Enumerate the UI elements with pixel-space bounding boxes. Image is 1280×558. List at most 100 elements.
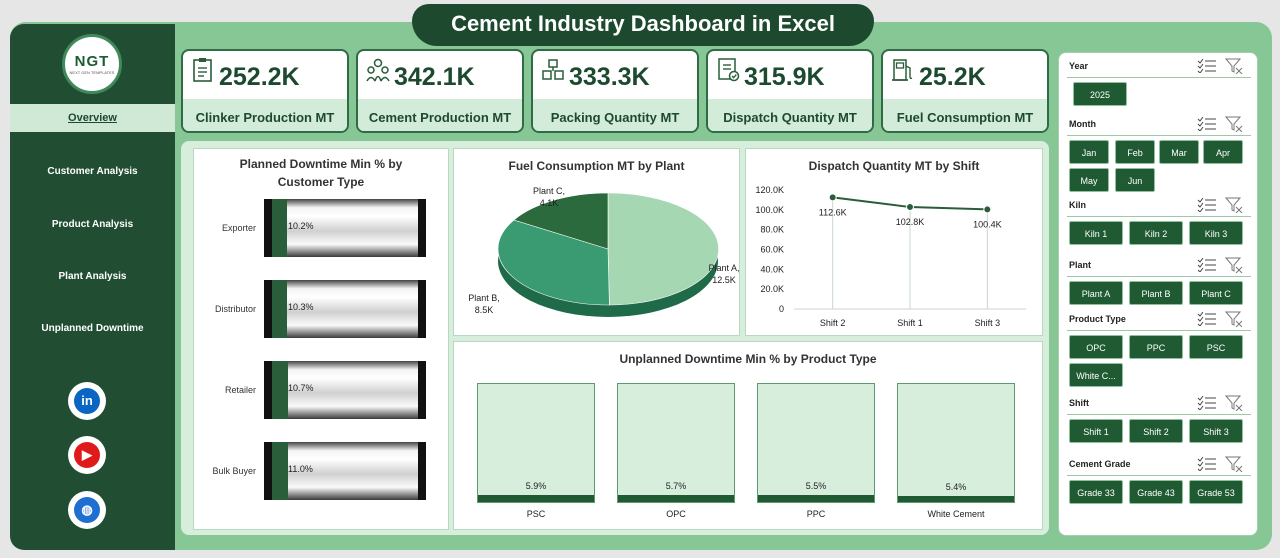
slicer-title: Kiln — [1069, 200, 1086, 210]
data-label: 112.6K — [819, 207, 847, 217]
clear-filter-icon[interactable] — [1225, 456, 1243, 472]
hbar-cap-left — [264, 361, 272, 419]
hbar-cap-right — [418, 361, 426, 419]
nav-plant-analysis[interactable]: Plant Analysis — [58, 271, 127, 282]
hbar-cap-left — [264, 280, 272, 338]
slicer-divider — [1067, 414, 1251, 415]
slicer-divider — [1067, 475, 1251, 476]
slicer-tools — [1197, 456, 1247, 472]
kpi-dispatch-quantity: 315.9K Dispatch Quantity MT — [706, 49, 874, 133]
slicer-tools — [1197, 395, 1247, 411]
chart-planned-downtime-customer: Planned Downtime Min % by Customer Type … — [193, 148, 449, 530]
pie-slice-value: 4.1K — [540, 198, 559, 208]
pie-slice-value: 12.5K — [712, 275, 736, 285]
slicer-item-may[interactable]: May — [1069, 168, 1109, 192]
slicer-item-kiln-1[interactable]: Kiln 1 — [1069, 221, 1123, 245]
pie-slice-name: Plant A, — [708, 263, 739, 273]
clear-filter-icon[interactable] — [1225, 58, 1243, 74]
youtube-button[interactable]: ▶ — [68, 436, 106, 474]
kpi-value: 252.2K — [219, 63, 300, 91]
vbar-value-label: 5.4% — [945, 481, 967, 492]
slicer-item-grade-43[interactable]: Grade 43 — [1129, 480, 1183, 504]
nav-product-analysis[interactable]: Product Analysis — [51, 219, 134, 230]
slicer-item-feb[interactable]: Feb — [1115, 140, 1155, 164]
nav-overview[interactable]: Overview — [10, 104, 175, 132]
slicer-panel: Year 2025 Month Jan Feb Mar Apr May Jun Kiln Kiln … — [1058, 52, 1258, 536]
hbar-value-label: 10.3% — [288, 302, 314, 312]
slicer-item-mar[interactable]: Mar — [1159, 140, 1199, 164]
clear-filter-icon[interactable] — [1225, 311, 1243, 327]
slicer-item-jan[interactable]: Jan — [1069, 140, 1109, 164]
hbar-bar — [272, 199, 287, 257]
chart-title: Dispatch Quantity MT by Shift — [808, 159, 980, 173]
chart-title-line1: Planned Downtime Min % by — [239, 157, 403, 171]
slicer-item-white-c[interactable]: White C... — [1069, 363, 1123, 387]
slicer-item-jun[interactable]: Jun — [1115, 168, 1155, 192]
hbar-bar — [272, 361, 288, 419]
multi-select-icon[interactable] — [1197, 198, 1217, 212]
vbar-column: 5.4% — [897, 383, 1015, 503]
multi-select-icon[interactable] — [1197, 312, 1217, 326]
kpi-label: Cement Production MT — [368, 110, 512, 125]
hbar-cap-left — [264, 199, 272, 257]
slicer-item-2025[interactable]: 2025 — [1073, 82, 1127, 106]
slicer-tools — [1197, 197, 1247, 213]
clear-filter-icon[interactable] — [1225, 116, 1243, 132]
slicer-item-shift-2[interactable]: Shift 2 — [1129, 419, 1183, 443]
slicer-item-plant-b[interactable]: Plant B — [1129, 281, 1183, 305]
linkedin-button[interactable]: in — [68, 382, 106, 420]
slicer-title: Product Type — [1069, 314, 1126, 324]
multi-select-icon[interactable] — [1197, 457, 1217, 471]
kpi-value: 333.3K — [569, 63, 650, 91]
slicer-item-kiln-3[interactable]: Kiln 3 — [1189, 221, 1243, 245]
clear-filter-icon[interactable] — [1225, 257, 1243, 273]
hbar-track: 10.7% — [264, 361, 426, 419]
vbar-column: 5.9% — [477, 383, 595, 503]
y-tick-label: 20.0K — [760, 284, 784, 294]
hbar-value-label: 10.2% — [288, 221, 314, 231]
clear-filter-icon[interactable] — [1225, 197, 1243, 213]
globe-icon: ◍ — [74, 497, 100, 523]
slicer-item-kiln-2[interactable]: Kiln 2 — [1129, 221, 1183, 245]
kpi-label: Fuel Consumption MT — [896, 110, 1034, 125]
multi-select-icon[interactable] — [1197, 258, 1217, 272]
hbar-bar — [272, 280, 287, 338]
pie-slice-plant-c — [513, 192, 609, 250]
slicer-item-plant-a[interactable]: Plant A — [1069, 281, 1123, 305]
slicer-item-shift-1[interactable]: Shift 1 — [1069, 419, 1123, 443]
vbar-bar — [618, 495, 734, 502]
clear-filter-icon[interactable] — [1225, 395, 1243, 411]
vbar-category-label: PPC — [806, 509, 826, 519]
vbar-bar — [478, 494, 594, 502]
slicer-item-ppc[interactable]: PPC — [1129, 335, 1183, 359]
slicer-divider — [1067, 330, 1251, 331]
slicer-item-apr[interactable]: Apr — [1203, 140, 1243, 164]
vbar-value-label: 5.7% — [665, 481, 687, 492]
charts-area: Planned Downtime Min % by Customer Type … — [181, 141, 1049, 535]
x-tick-label: Shift 1 — [897, 318, 923, 328]
slicer-item-psc[interactable]: PSC — [1189, 335, 1243, 359]
slicer-divider — [1067, 216, 1251, 217]
data-label: 100.4K — [973, 219, 1002, 229]
nav-unplanned-downtime[interactable]: Unplanned Downtime — [41, 323, 144, 334]
slicer-item-grade-33[interactable]: Grade 33 — [1069, 480, 1123, 504]
nav-customer-analysis[interactable]: Customer Analysis — [47, 166, 138, 177]
multi-select-icon[interactable] — [1197, 396, 1217, 410]
website-button[interactable]: ◍ — [68, 491, 106, 529]
hbar-value-label: 11.0% — [288, 464, 313, 474]
pie-slice-name: Plant C, — [533, 186, 565, 196]
vbar-column: 5.7% — [617, 383, 735, 503]
slicer-tools — [1197, 257, 1247, 273]
fuel-pump-icon — [892, 59, 913, 81]
youtube-icon: ▶ — [74, 442, 100, 468]
slicer-item-plant-c[interactable]: Plant C — [1189, 281, 1243, 305]
slicer-item-grade-53[interactable]: Grade 53 — [1189, 480, 1243, 504]
multi-select-icon[interactable] — [1197, 59, 1217, 73]
slicer-item-shift-3[interactable]: Shift 3 — [1189, 419, 1243, 443]
slicer-tools — [1197, 58, 1247, 74]
slicer-divider — [1067, 77, 1251, 78]
y-tick-label: 80.0K — [760, 225, 784, 235]
slicer-item-opc[interactable]: OPC — [1069, 335, 1123, 359]
multi-select-icon[interactable] — [1197, 117, 1217, 131]
kpi-fuel-consumption: 25.2K Fuel Consumption MT — [881, 49, 1049, 133]
